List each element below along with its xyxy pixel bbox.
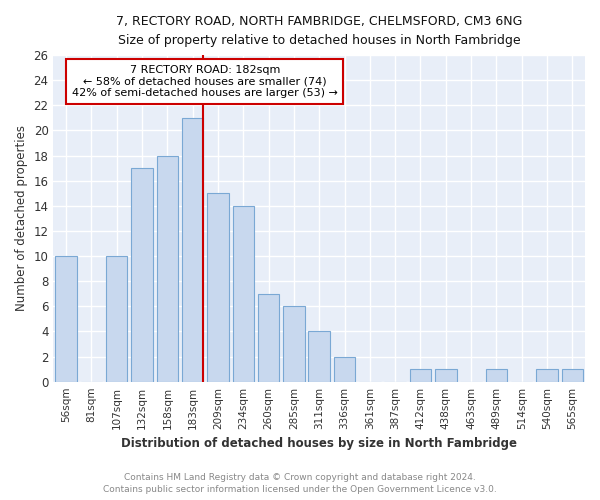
Bar xyxy=(207,194,229,382)
Bar xyxy=(55,256,77,382)
Bar xyxy=(258,294,280,382)
Y-axis label: Number of detached properties: Number of detached properties xyxy=(15,126,28,312)
Bar xyxy=(485,369,507,382)
Bar xyxy=(157,156,178,382)
Bar xyxy=(334,356,355,382)
X-axis label: Distribution of detached houses by size in North Fambridge: Distribution of detached houses by size … xyxy=(121,437,517,450)
Bar xyxy=(182,118,203,382)
Text: 7 RECTORY ROAD: 182sqm
← 58% of detached houses are smaller (74)
42% of semi-det: 7 RECTORY ROAD: 182sqm ← 58% of detached… xyxy=(72,65,338,98)
Text: Contains HM Land Registry data © Crown copyright and database right 2024.
Contai: Contains HM Land Registry data © Crown c… xyxy=(103,472,497,494)
Bar xyxy=(562,369,583,382)
Bar xyxy=(131,168,153,382)
Title: 7, RECTORY ROAD, NORTH FAMBRIDGE, CHELMSFORD, CM3 6NG
Size of property relative : 7, RECTORY ROAD, NORTH FAMBRIDGE, CHELMS… xyxy=(116,15,523,47)
Bar xyxy=(106,256,127,382)
Bar xyxy=(283,306,305,382)
Bar xyxy=(435,369,457,382)
Bar xyxy=(536,369,558,382)
Bar xyxy=(233,206,254,382)
Bar xyxy=(410,369,431,382)
Bar xyxy=(308,332,330,382)
